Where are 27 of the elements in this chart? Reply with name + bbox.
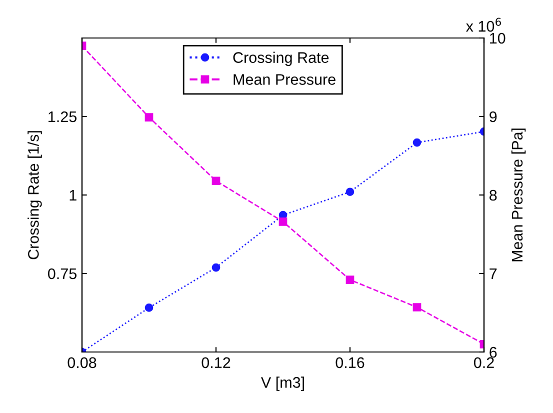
point xyxy=(412,303,422,312)
y-tick-label: 1.25 xyxy=(48,111,76,122)
y-axis-title: Crossing Rate [1/s] xyxy=(28,131,42,260)
point xyxy=(346,188,354,196)
y-tick-label: 0.75 xyxy=(48,268,76,280)
x-tick-label: 0.16 xyxy=(336,357,364,368)
y2-axis-title: Mean Pressure [Pa] xyxy=(511,128,526,262)
legend-label: Crossing Rate xyxy=(233,52,329,66)
x-tick-label: 0.2 xyxy=(474,357,494,368)
legend-label: Mean Pressure xyxy=(234,74,336,85)
y2-tick-label: 6 xyxy=(490,346,497,358)
x-tick-label: 0.08 xyxy=(68,357,96,368)
text: x 10$^{6}$ xyxy=(466,18,501,32)
y-tick-label: 1 xyxy=(70,190,76,201)
point xyxy=(278,218,288,226)
x-tick-label: 0.12 xyxy=(202,357,230,368)
y2-tick-label: 8 xyxy=(490,190,497,201)
point xyxy=(144,304,154,312)
y2-tick-label: 10 xyxy=(490,32,506,44)
point xyxy=(212,176,220,186)
y2-tick-label: 9 xyxy=(490,111,497,122)
point xyxy=(412,138,422,147)
x-axis-title: V [m3] xyxy=(260,376,304,391)
point xyxy=(212,263,220,272)
point xyxy=(346,276,354,284)
point xyxy=(144,113,154,122)
y2-tick-label: 7 xyxy=(490,268,497,280)
